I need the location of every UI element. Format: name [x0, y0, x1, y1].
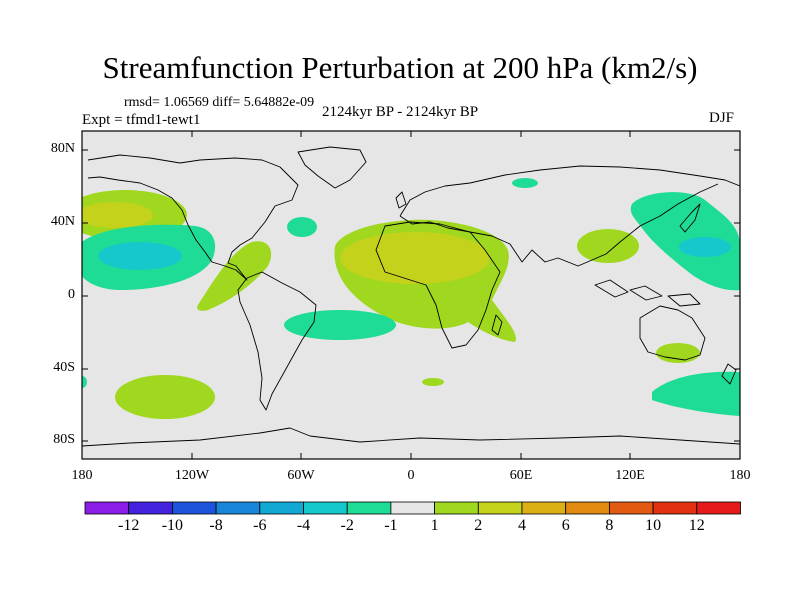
contour-central-america-pos	[197, 241, 272, 311]
coast-australia	[639, 305, 706, 361]
colorbar-box-1	[128, 501, 173, 515]
colorbar-box-10	[521, 501, 567, 515]
coast-new-zealand	[721, 363, 737, 385]
coast-eurasia-south	[399, 183, 719, 267]
colorbar-label-11: 8	[605, 517, 614, 534]
axis-ticks	[82, 131, 740, 459]
stats-label: rmsd= 1.06569 diff= 5.64882e-09	[124, 95, 315, 110]
colorbar-label-2: -8	[209, 517, 223, 534]
contour-nw-pacific-neg-core	[679, 237, 731, 257]
colorbar-label-5: -2	[340, 517, 354, 534]
experiment-label: Expt = tfmd1-tewt1	[82, 112, 201, 128]
lon-label-180w: 180	[71, 468, 93, 483]
colorbar-label-3: -6	[253, 517, 267, 534]
contour-n-atlantic-neg	[287, 217, 317, 237]
contour-s-pacific-pos	[115, 375, 215, 419]
colorbar-label-8: 2	[474, 517, 483, 534]
colorbar-box-2	[171, 501, 217, 515]
lon-label-60e: 60E	[509, 468, 533, 483]
colorbar-box-9	[477, 501, 523, 515]
colorbar-box-14	[696, 501, 741, 515]
coastlines	[82, 146, 740, 447]
lat-label-0: 0	[68, 287, 75, 302]
colorbar-label-4: -4	[296, 517, 311, 534]
colorbar-label-7: 1	[430, 517, 439, 534]
lon-label-0: 0	[407, 468, 415, 483]
contour-siberia-neg	[512, 178, 538, 188]
contour-s-atlantic-pos	[422, 378, 444, 386]
contour-tasman-neg	[652, 371, 740, 416]
contour-n-pacific-pos-core	[82, 202, 153, 228]
colorbar-box-13	[652, 501, 698, 515]
lon-label-60w: 60W	[287, 468, 315, 483]
contour-ne-pacific-neg-core	[98, 242, 182, 270]
season-label: DJF	[709, 110, 735, 126]
coast-eurasia-north	[399, 165, 740, 217]
coast-indonesia-b	[629, 285, 663, 301]
lat-label-80s: 80S	[53, 432, 75, 447]
plot-title: Streamfunction Perturbation at 200 hPa (…	[102, 50, 698, 85]
coast-new-guinea	[667, 293, 701, 307]
colorbar-label-6: -1	[384, 517, 398, 534]
colorbar-box-8	[434, 501, 479, 515]
lon-label-180e: 180	[729, 468, 751, 483]
contour-fills	[82, 178, 740, 419]
contour-edge-neg	[82, 376, 87, 388]
colorbar-label-9: 4	[518, 517, 526, 534]
colorbar-box-12	[609, 501, 654, 515]
period-label: 2124kyr BP - 2124kyr BP	[322, 104, 479, 120]
contour-china-pos	[577, 229, 639, 263]
coast-japan	[679, 203, 701, 233]
lat-label-40s: 40S	[53, 360, 75, 375]
coast-greenland	[297, 146, 367, 189]
coast-africa	[375, 221, 501, 349]
colorbar-label-1: -10	[161, 517, 184, 534]
lat-label-80n: 80N	[50, 141, 75, 156]
coast-indonesia-a	[594, 279, 629, 298]
colorbar-box-3	[215, 501, 261, 515]
colorbar-box-5	[303, 501, 348, 515]
colorbar-box-0	[84, 501, 130, 515]
coast-madagascar	[491, 314, 503, 336]
lon-label-120w: 120W	[174, 468, 210, 483]
lat-label-40n: 40N	[50, 214, 75, 229]
colorbar-label-10: 6	[561, 517, 570, 534]
colorbar-box-6	[346, 501, 392, 515]
coast-south-america	[237, 271, 317, 411]
contour-africa-pos-core	[340, 232, 490, 284]
coast-north-america	[87, 154, 299, 281]
colorbar-box-7	[390, 501, 435, 515]
colorbar-box-11	[565, 501, 610, 515]
lon-label-120e: 120E	[615, 468, 645, 483]
colorbar-box-4	[259, 501, 304, 515]
contour-australia-pos	[656, 343, 700, 363]
coast-uk	[395, 191, 407, 209]
colorbar	[84, 501, 741, 515]
coast-antarctica	[82, 427, 740, 447]
colorbar-label-0: -12	[118, 517, 140, 534]
contour-s-atlantic-neg	[284, 310, 396, 340]
colorbar-label-13: 12	[688, 517, 705, 534]
colorbar-label-12: 10	[645, 517, 662, 534]
